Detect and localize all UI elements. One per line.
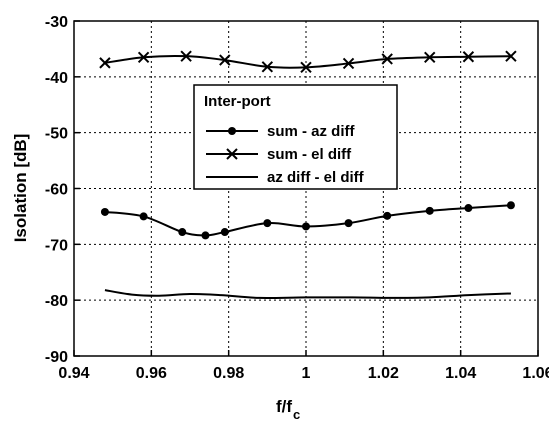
data-point bbox=[261, 61, 274, 73]
legend-label: az diff - el diff bbox=[267, 169, 365, 186]
y-tick-label: -70 bbox=[45, 237, 68, 254]
series-1 bbox=[99, 50, 517, 74]
x-tick-label: 1 bbox=[302, 365, 311, 382]
y-tick-label: -50 bbox=[45, 126, 68, 143]
legend-entry-sum-az: sum - az diff bbox=[206, 123, 356, 140]
data-point bbox=[100, 207, 109, 216]
axis-ticks bbox=[73, 20, 539, 357]
data-point bbox=[137, 51, 150, 63]
data-point bbox=[506, 201, 515, 210]
y-tick-label: -90 bbox=[45, 349, 68, 366]
series-0 bbox=[100, 201, 515, 240]
data-point bbox=[219, 54, 231, 66]
legend-label: sum - az diff bbox=[267, 123, 356, 140]
data-point bbox=[263, 219, 272, 228]
series-2 bbox=[104, 289, 511, 300]
data-point bbox=[180, 50, 192, 62]
y-tick-label: -40 bbox=[45, 70, 68, 87]
x-tick-labels: 0.94 0.96 0.98 1 1.02 1.04 1.06 bbox=[58, 365, 549, 382]
data-point bbox=[302, 222, 310, 231]
data-point bbox=[139, 212, 148, 221]
legend-entry-sum-el: sum - el diff bbox=[206, 146, 352, 163]
series-group bbox=[99, 50, 517, 300]
series-line bbox=[104, 204, 511, 237]
data-point bbox=[201, 231, 210, 240]
x-tick-label: 1.04 bbox=[445, 365, 476, 382]
x-tick-label: 0.94 bbox=[58, 365, 89, 382]
legend-label: sum - el diff bbox=[267, 146, 352, 163]
y-tick-label: -80 bbox=[45, 293, 68, 310]
data-point bbox=[300, 61, 312, 74]
y-axis-label: Isolation [dB] bbox=[11, 134, 30, 243]
data-point bbox=[220, 228, 229, 237]
legend-entry-az-el: az diff - el diff bbox=[206, 169, 365, 186]
data-point bbox=[424, 51, 436, 63]
data-point bbox=[464, 204, 473, 213]
x-tick-label: 0.98 bbox=[213, 365, 244, 382]
data-point bbox=[381, 53, 393, 65]
data-point bbox=[342, 57, 355, 70]
legend-title: Inter-port bbox=[204, 93, 271, 110]
circle-marker-icon bbox=[228, 127, 236, 135]
x-axis-label-subscript: c bbox=[293, 407, 300, 422]
y-tick-label: -30 bbox=[45, 14, 68, 31]
x-marker-icon bbox=[226, 148, 238, 160]
x-tick-label: 0.96 bbox=[136, 365, 167, 382]
y-tick-label: -60 bbox=[45, 182, 68, 199]
y-tick-labels: -30 -40 -50 -60 -70 -80 -90 bbox=[45, 14, 68, 366]
x-axis-label: f/f bbox=[276, 397, 292, 416]
series-line bbox=[104, 289, 511, 300]
data-point bbox=[462, 51, 475, 63]
x-tick-label: 1.06 bbox=[522, 365, 549, 382]
data-point bbox=[425, 206, 434, 215]
data-point bbox=[99, 57, 111, 69]
legend: Inter-port sum - az diff sum - el diff a… bbox=[193, 84, 398, 190]
data-point bbox=[344, 219, 353, 228]
data-point bbox=[383, 211, 392, 220]
data-point bbox=[505, 50, 517, 62]
data-point bbox=[178, 228, 187, 237]
legend-box bbox=[193, 84, 398, 190]
x-tick-label: 1.02 bbox=[368, 365, 399, 382]
